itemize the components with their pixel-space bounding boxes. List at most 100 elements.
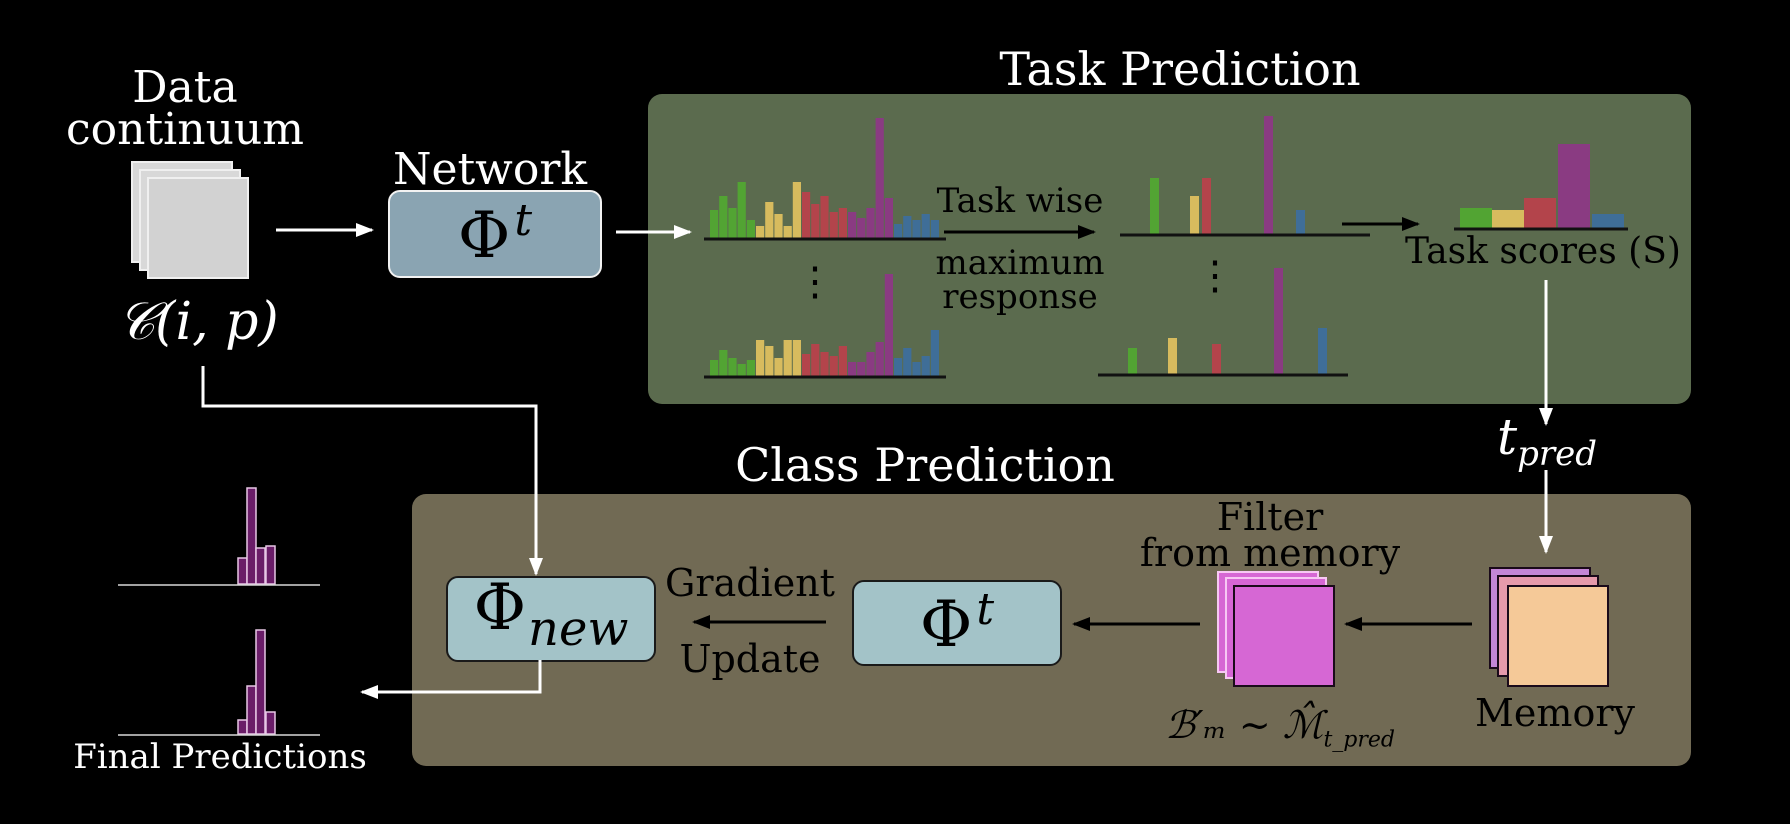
histogram-top-bar xyxy=(802,192,811,238)
histogram-top-bar xyxy=(884,198,893,238)
histogram-top-bar xyxy=(912,220,921,238)
task-prediction-title: Task Prediction xyxy=(999,42,1361,96)
final-prediction-2-bar xyxy=(255,629,266,735)
histogram-top-bar xyxy=(875,118,884,238)
histogram-top-bar xyxy=(746,220,755,238)
max-response-top-bar xyxy=(1190,196,1199,234)
max-response-bottom-bar xyxy=(1128,348,1137,374)
final-predictions-label: Final Predictions xyxy=(73,737,367,777)
final-prediction-2-bar xyxy=(265,711,276,735)
histogram-top-bar xyxy=(829,212,838,238)
histogram-top-bar xyxy=(783,226,792,238)
histogram-top-bar xyxy=(756,226,765,238)
buffer-formula-sub: t_pred xyxy=(1323,727,1395,753)
histogram-top-bar xyxy=(838,208,847,238)
histogram-top-bar xyxy=(894,224,903,238)
max-response-top-bar xyxy=(1264,116,1273,234)
max-response-top-bar xyxy=(1296,210,1305,234)
histogram-bottom-bar xyxy=(912,362,921,376)
gradient-line1: Gradient xyxy=(665,561,835,605)
histogram-top-bar xyxy=(820,196,829,238)
histogram-bottom-bar xyxy=(710,360,719,376)
buffer-formula-main: ℬ′ₘ ∼ ℳ̂ xyxy=(1165,703,1324,747)
memory-stack-icon xyxy=(1489,567,1609,687)
histogram-bottom-bar xyxy=(857,362,866,376)
phi-new-box: Φnew xyxy=(446,571,656,662)
final-prediction-1-bar xyxy=(246,487,257,585)
max-response-bottom-bar xyxy=(1274,268,1283,374)
max-response-bottom-bar xyxy=(1168,338,1177,374)
histogram-bottom-bar xyxy=(829,356,838,376)
histogram-bottom-bar xyxy=(792,340,801,376)
final-prediction-2-bar xyxy=(237,719,248,735)
task-wise-line2: maximum xyxy=(935,243,1105,283)
histogram-bottom-bar xyxy=(737,364,746,376)
task-wise-line1: Task wise xyxy=(936,181,1104,221)
data-symbol: 𝒞(i, p) xyxy=(117,292,279,352)
phi-new-sub: new xyxy=(528,601,629,657)
network-box: Φt xyxy=(388,190,602,278)
histogram-top-bar xyxy=(848,212,857,238)
task-score-bar xyxy=(1524,198,1556,228)
t-pred-label: tpred xyxy=(1482,412,1612,471)
histogram-bottom-bar xyxy=(894,358,903,376)
histogram-top-bar xyxy=(857,218,866,238)
task-score-bar xyxy=(1492,210,1524,228)
arrow-phi-new-to-final xyxy=(360,660,542,699)
phi-t-sup: t xyxy=(976,584,995,635)
final-prediction-2-bar xyxy=(246,685,257,735)
histogram-top-bar xyxy=(811,204,820,238)
histogram-top-bar xyxy=(866,208,875,238)
histogram-bottom-bar xyxy=(820,352,829,376)
histogram-top-bar xyxy=(765,202,774,238)
phi-t-box: Φt xyxy=(852,580,1062,666)
final-prediction-1-bar xyxy=(255,547,266,585)
data-continuum-title-line2: continuum xyxy=(66,104,304,155)
class-prediction-title: Class Prediction xyxy=(735,438,1115,492)
network-label: Network xyxy=(392,144,588,195)
data-stack-icon xyxy=(131,161,249,279)
histogram-top-bar xyxy=(719,196,728,238)
histogram-top-bar xyxy=(930,220,939,238)
histogram-bottom-bar xyxy=(903,348,912,376)
task-score-bar xyxy=(1592,214,1624,228)
histogram-bottom-bar xyxy=(802,354,811,376)
task-scores-label: Task scores (S) xyxy=(1405,231,1681,272)
max-response-bottom-bar xyxy=(1212,344,1221,374)
histogram-top-bar xyxy=(774,214,783,238)
histogram-bottom-bar xyxy=(774,358,783,376)
network-phi: Φ xyxy=(457,199,511,273)
histogram-top-bar xyxy=(792,182,801,238)
histogram-bottom-bar xyxy=(765,346,774,376)
filter-line2: from memory xyxy=(1139,531,1401,575)
histogram-bottom-bar xyxy=(746,360,755,376)
final-prediction-1-bar xyxy=(265,545,276,585)
buffer-formula: ℬ′ₘ ∼ ℳ̂t_pred xyxy=(1150,706,1410,752)
histogram-bottom-bar xyxy=(728,358,737,376)
phi-t-base: Φ xyxy=(919,588,973,662)
histogram-bottom-bar xyxy=(719,350,728,376)
task-score-bar xyxy=(1460,208,1492,228)
t-pred-sub: pred xyxy=(1517,434,1597,474)
filtered-memory-stack-icon xyxy=(1217,571,1335,687)
max-response-top-bar xyxy=(1202,178,1211,234)
max-response-top-bar xyxy=(1150,178,1159,234)
histogram-bottom-bar xyxy=(756,340,765,376)
arrow-data-to-phi-new xyxy=(201,366,543,576)
histogram-top-bar xyxy=(903,216,912,238)
bar-glyphs xyxy=(118,116,1628,736)
histogram-bottom-bar xyxy=(921,356,930,376)
histogram-bottom-bar xyxy=(848,362,857,376)
task-score-bar xyxy=(1558,144,1590,228)
gradient-line2: Update xyxy=(679,637,821,681)
data-continuum-title-line1: Data xyxy=(132,62,238,113)
histogram-bottom-bar xyxy=(838,346,847,376)
histogram-top-bar xyxy=(710,210,719,238)
histogram-bottom-bar xyxy=(884,274,893,376)
histogram-bottom-bar xyxy=(930,330,939,376)
histogram-top-bar xyxy=(737,182,746,238)
histogram-top-bar xyxy=(921,214,930,238)
histogram-top-bar xyxy=(728,208,737,238)
